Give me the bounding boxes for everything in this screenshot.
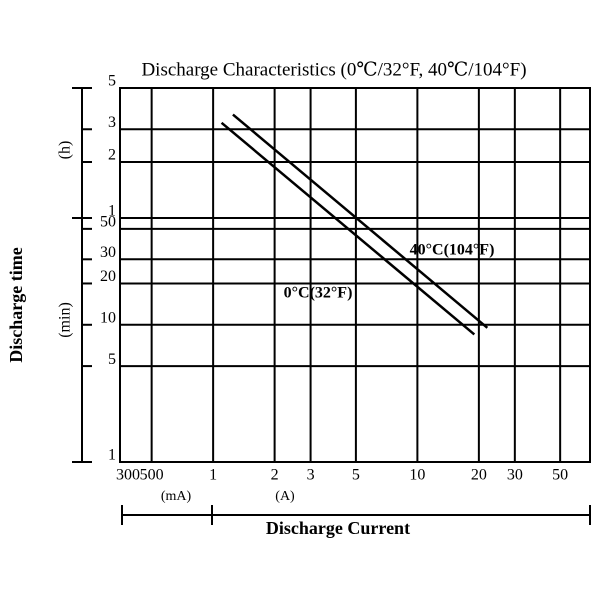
x-tick-label: 500 (140, 467, 164, 484)
x-tick-label: 2 (271, 467, 279, 484)
y2-tick-label: 5 (108, 73, 116, 90)
series-label: 40°C(104°F) (410, 242, 495, 259)
y-tick-label: 20 (100, 268, 116, 285)
x-unit-label: (mA) (161, 489, 192, 504)
y2-unit-label: (h) (57, 141, 74, 160)
y-tick-label: 5 (108, 351, 116, 368)
x-bracket (121, 505, 591, 525)
x-axis-label: Discharge Current (266, 518, 410, 538)
x-tick-label: 50 (552, 467, 568, 484)
x-tick-label: 20 (471, 467, 487, 484)
y-tick-label: 10 (100, 309, 116, 326)
x-tick-label: 30 (507, 467, 523, 484)
y2-tick-label: 3 (108, 114, 116, 131)
y2-tick-label: 1 (108, 203, 116, 220)
y-tick-label: 1 (108, 447, 116, 464)
x-tick-label: 5 (352, 467, 360, 484)
x-tick-label: 1 (209, 467, 217, 484)
y-tick-label: 30 (100, 244, 116, 261)
y-axis-label: Discharge time (6, 247, 26, 362)
series-line (220, 121, 476, 336)
x-unit-label: (A) (275, 489, 295, 504)
x-tick-label: 3 (307, 467, 315, 484)
y-unit-label: (min) (57, 302, 74, 338)
series-label: 0°C(32°F) (284, 285, 353, 302)
x-tick-label: 10 (409, 467, 425, 484)
y2-tick-label: 2 (108, 147, 116, 164)
y-tick-label: 50 (100, 214, 116, 231)
chart-title: Discharge Characteristics (0℃/32°F, 40℃/… (141, 59, 526, 80)
x-tick-label: 300 (116, 467, 140, 484)
series-line (232, 113, 489, 329)
